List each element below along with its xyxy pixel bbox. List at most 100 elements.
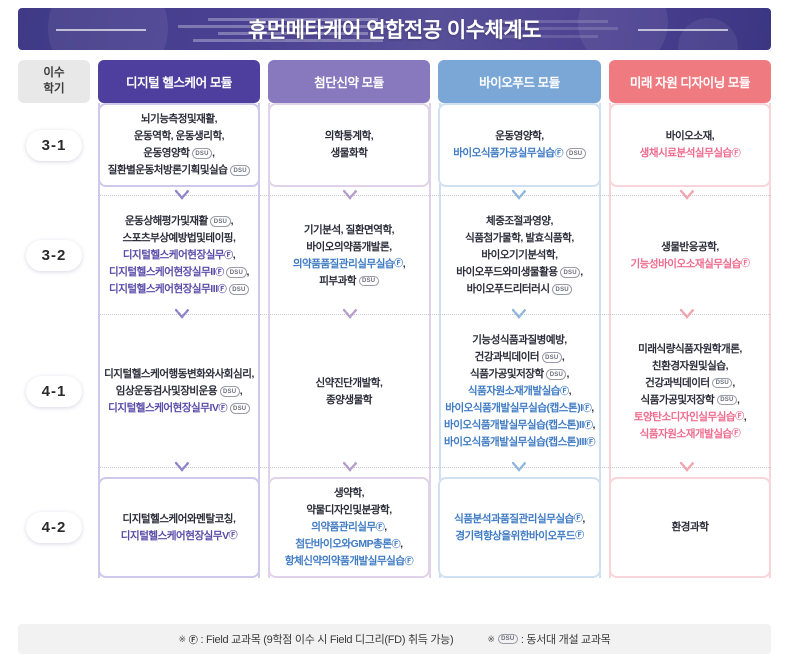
course-cell: 신약진단개발학, 종양생물학: [268, 324, 430, 459]
course-name: 디지털헬스케어현장실무: [122, 249, 225, 261]
chevron-down-icon: [175, 189, 190, 201]
course-name: 디지털헬스케어현장실무III: [108, 283, 218, 295]
asterisk-icon: ※: [178, 633, 187, 644]
course-line: 피부과학 DSU: [274, 273, 424, 290]
course-line: 의약품관리실무Ⓕ,: [311, 521, 387, 533]
field-badge-icon: Ⓕ: [575, 530, 584, 540]
semester-pill: 4-2: [25, 512, 83, 543]
field-badge-icon: Ⓕ: [735, 411, 744, 421]
course-line: 생물화학: [274, 145, 424, 162]
semester-pill: 3-1: [25, 129, 83, 161]
dsu-badge-icon: DSU: [565, 148, 586, 159]
course-cell: 의학통계학, 생물화학: [268, 103, 430, 187]
course-line: 의학통계학,: [274, 128, 424, 145]
legend-dsu-text: : 동서대 개설 교과목: [520, 634, 611, 646]
legend-field-text: : Field 교과목 (9학점 이수 시 Field 디그리(FD) 취득 가…: [200, 634, 454, 646]
page-title: 휴먼메타케어 연합전공 이수체계도: [248, 19, 541, 42]
field-badge-icon: Ⓕ: [217, 283, 227, 294]
course-line: 신약진단개발학,: [274, 375, 424, 392]
chevron-down-icon: [175, 461, 190, 473]
module-header-2[interactable]: 첨단신약 모듈: [268, 60, 430, 103]
field-badge-icon: Ⓕ: [731, 147, 741, 158]
course-line: 바이오식품가공실무실습Ⓕ DSU: [444, 145, 595, 162]
dsu-badge-icon: DSU: [560, 267, 581, 278]
field-badge-icon: Ⓕ: [573, 513, 583, 523]
course-line: 디지털헬스케어현장실무IVⒻ DSU: [104, 400, 254, 417]
semester-header-line2: 학기: [43, 82, 65, 95]
dsu-badge-icon: DSU: [228, 284, 250, 295]
semester-cell: 4-2: [18, 477, 90, 578]
dsu-badge-icon: DSU: [229, 165, 251, 176]
course-line: 바이오식품개발실무실습(캡스톤)IIIⒻ: [444, 434, 595, 451]
field-badge-icon: Ⓕ: [586, 436, 595, 447]
asterisk-icon: ※: [487, 633, 495, 644]
course-cell: 생물반응공학, 기능성바이오소재실무실습Ⓕ: [609, 205, 771, 306]
curriculum-diagram: 휴먼메타케어 연합전공 이수체계도 이수 학기 디지털 헬스케어 모듈 첨단신약 모듈…: [0, 8, 789, 662]
chevron-down-icon: [679, 461, 694, 473]
dsu-badge-icon: DSU: [546, 369, 567, 380]
course-name: 기능성식품과질병예방,: [472, 334, 567, 346]
chevron-down-icon: [175, 308, 190, 320]
semester-column-header: 이수 학기: [18, 60, 90, 103]
course-name: 항체신약의약품개발실무실습: [284, 555, 405, 567]
course-line: 경기력향상을위한바이오푸드Ⓕ: [444, 528, 595, 545]
chevron-down-icon: [511, 189, 526, 201]
course-line: 항체신약의약품개발실무실습Ⓕ: [274, 553, 424, 570]
course-name: 디지털헬스케어현장실무IV: [108, 402, 219, 414]
course-cell: 뇌기능측정및재활, 운동역학, 운동생리학, 운동영양학 DSU, 질환별운동처방론기…: [98, 103, 260, 187]
course-name: 약물디자인및분광학,: [306, 504, 392, 516]
dsu-badge-icon: DSU: [210, 216, 231, 227]
course-name: 식품첨가물학, 발효식품학,: [465, 232, 574, 244]
chevron-down-icon: [343, 308, 358, 320]
course-cell: 기능성식품과질병예방, 건강과빅데이터 DSU, 식품가공및저장학 DSU, 식품자원…: [438, 324, 601, 459]
course-line: 디지털헬스케어현장실무IIⒻ DSU,: [108, 266, 250, 278]
field-badge-icon: Ⓕ: [218, 402, 228, 413]
field-badge-icon: Ⓕ: [554, 147, 564, 158]
course-name: 임상운동검사및장비운용: [115, 385, 218, 397]
course-name: 식품자원소재개발실습: [639, 427, 733, 440]
course-name: 디지털헬스케어현장실무II: [108, 266, 216, 278]
course-line: 생채시료분석실무실습Ⓕ: [615, 145, 765, 162]
field-badge-icon: Ⓕ: [228, 530, 238, 540]
semester-pill: 4-1: [25, 376, 83, 407]
chevron-down-icon: [679, 308, 694, 320]
dsu-badge-icon: DSU: [191, 148, 213, 159]
course-name: 식품자원소재개발실습: [467, 385, 561, 397]
course-line: 토양탄소디자인실무실습Ⓕ,: [633, 410, 747, 423]
course-name: 생약학,: [333, 487, 365, 499]
field-badge-icon: Ⓕ: [391, 538, 401, 549]
course-name: 미래식량식품자원학개론,: [638, 342, 742, 355]
course-name: 바이오기기분석학,: [481, 249, 558, 261]
course-line: 친환경자원및실습,: [615, 358, 765, 375]
field-badge-icon: Ⓕ: [583, 419, 593, 430]
chevron-down-icon: [343, 189, 358, 201]
title-banner: 휴먼메타케어 연합전공 이수체계도: [18, 8, 771, 50]
banner-decor-streaks: [18, 8, 771, 50]
course-name: 생물반응공학,: [661, 240, 719, 253]
module-header-4[interactable]: 미래 자원 디자이닝 모듈: [609, 60, 771, 103]
course-name: 토양탄소디자인실무실습: [633, 410, 736, 423]
course-name: 환경과학: [671, 521, 709, 533]
course-name: 피부과학: [319, 274, 357, 287]
module-header-3[interactable]: 바이오푸드 모듈: [438, 60, 601, 103]
course-line: 바이오푸드리터러시 DSU: [444, 281, 595, 298]
course-line: 디지털헬스케어현장실무Ⓕ,: [122, 249, 236, 261]
module-header-1[interactable]: 디지털 헬스케어 모듈: [98, 60, 260, 103]
chevron-down-icon: [679, 189, 694, 201]
course-line: 운동영양학 DSU,: [143, 147, 215, 159]
course-line: 바이오식품개발실무실습(캡스톤)IⒻ,: [445, 402, 594, 414]
course-name: 종양생물학: [325, 393, 373, 406]
course-name: 뇌기능측정및재활,: [140, 113, 218, 125]
course-name: 운동상해평가및재활: [124, 215, 208, 227]
course-line: 뇌기능측정및재활,: [104, 111, 254, 128]
legend-footer: ※ Ⓕ : Field 교과목 (9학점 이수 시 Field 디그리(FD) …: [18, 624, 771, 654]
course-name: 신약진단개발학,: [315, 376, 383, 389]
semester-cell: 3-1: [18, 103, 90, 187]
course-name: 건강과빅데이터: [645, 376, 710, 389]
course-line: 기능성바이오소재실무실습Ⓕ: [615, 256, 765, 273]
dsu-badge-icon: DSU: [497, 633, 518, 645]
field-badge-icon: Ⓕ: [215, 266, 224, 277]
course-name: 의약품관리실무: [311, 521, 376, 533]
chevron-down-icon: [511, 308, 526, 320]
course-name: 바이오소재,: [665, 130, 715, 142]
